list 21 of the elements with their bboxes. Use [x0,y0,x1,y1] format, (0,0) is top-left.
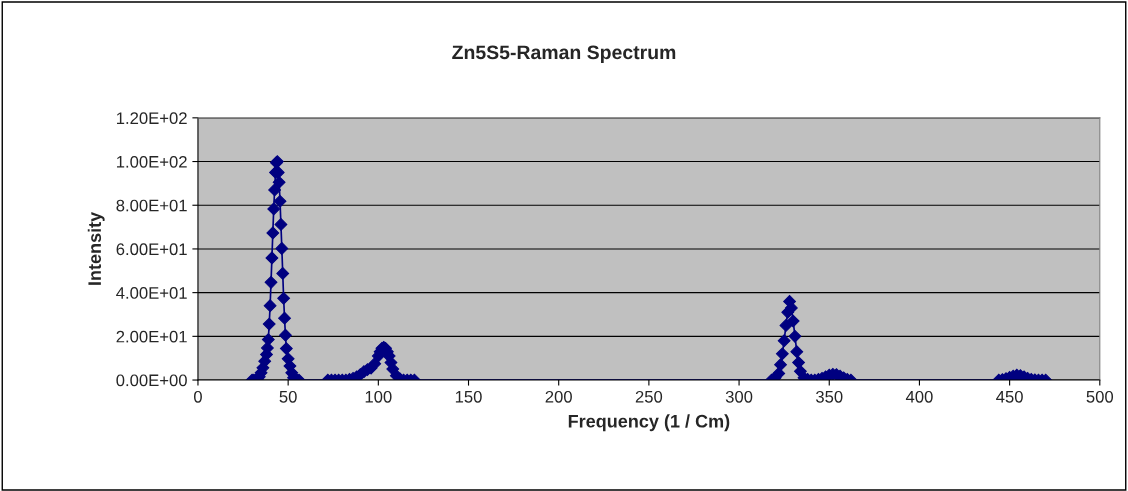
x-tick-label: 500 [1086,390,1114,403]
chart-title: Zn5S5-Raman Spectrum [452,45,676,64]
y-tick-label: 0.00E+00 [116,374,187,387]
x-tick-label: 450 [996,390,1023,403]
x-axis-title: Frequency (1 / Cm) [568,414,730,432]
y-tick-label: 1.00E+02 [117,155,187,168]
y-tick-label: 8.00E+01 [116,199,187,212]
x-tick-label: 200 [545,390,572,403]
y-tick-label: 6.00E+01 [116,243,187,256]
x-tick-label: 400 [905,390,933,403]
y-tick-label: 4.00E+01 [116,287,187,299]
y-tick-label: 2.00E+01 [116,330,187,343]
y-tick-label: 1.20E+02 [117,112,187,125]
x-tick-label: 150 [455,390,482,403]
x-tick-label: 250 [635,390,663,403]
y-axis-title: Intensity [87,211,105,285]
x-tick-label: 100 [365,390,392,403]
x-tick-label: 350 [815,390,843,403]
x-tick-label: 300 [725,390,753,403]
x-tick-label: 0 [193,390,202,403]
x-tick-label: 50 [279,390,297,403]
